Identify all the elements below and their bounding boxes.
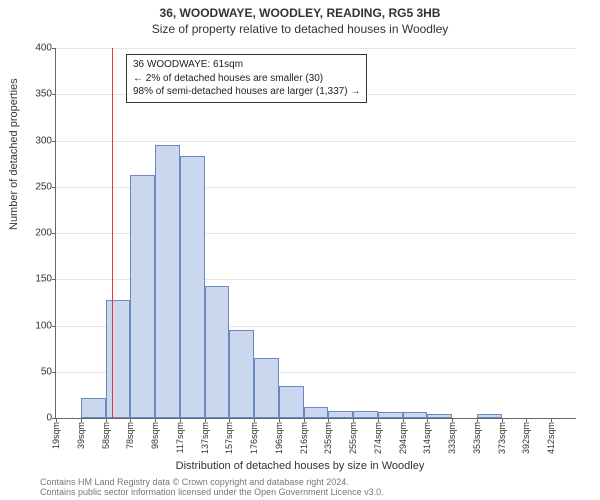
histogram-bar xyxy=(205,286,230,418)
ytick-mark xyxy=(52,279,56,280)
ytick-label: 100 xyxy=(35,320,52,331)
annotation-line1: 36 WOODWAYE: 61sqm xyxy=(133,58,360,72)
histogram-bar xyxy=(427,414,452,418)
xtick-label: 412sqm xyxy=(546,422,556,454)
ytick-label: 50 xyxy=(41,366,52,377)
ytick-label: 400 xyxy=(35,43,52,54)
xtick-label: 176sqm xyxy=(249,422,259,454)
xtick-label: 19sqm xyxy=(51,422,61,449)
xtick-label: 353sqm xyxy=(472,422,482,454)
xtick-label: 216sqm xyxy=(299,422,309,454)
histogram-bar xyxy=(155,145,180,418)
histogram-chart: 05010015020025030035040019sqm39sqm58sqm7… xyxy=(55,48,576,419)
footer-line1: Contains HM Land Registry data © Crown c… xyxy=(40,477,349,487)
xtick-label: 78sqm xyxy=(125,422,135,449)
xtick-label: 333sqm xyxy=(447,422,457,454)
gridline xyxy=(56,141,576,142)
xtick-label: 255sqm xyxy=(348,422,358,454)
histogram-bar xyxy=(353,411,378,418)
xtick-label: 58sqm xyxy=(101,422,111,449)
histogram-bar xyxy=(81,398,106,418)
ytick-mark xyxy=(52,187,56,188)
histogram-bar xyxy=(130,175,155,418)
xtick-label: 157sqm xyxy=(224,422,234,454)
xtick-label: 294sqm xyxy=(398,422,408,454)
histogram-bar xyxy=(180,156,205,418)
histogram-bar xyxy=(279,386,304,418)
histogram-bar xyxy=(254,358,279,418)
chart-title-sub: Size of property relative to detached ho… xyxy=(0,20,600,36)
xtick-label: 117sqm xyxy=(175,422,185,453)
histogram-bar xyxy=(328,411,353,418)
annotation-line2: ← 2% of detached houses are smaller (30) xyxy=(133,72,360,86)
gridline xyxy=(56,48,576,49)
histogram-bar xyxy=(378,412,403,418)
xtick-label: 373sqm xyxy=(497,422,507,454)
y-axis-label: Number of detached properties xyxy=(8,78,20,230)
x-axis-label: Distribution of detached houses by size … xyxy=(0,460,600,472)
marker-line xyxy=(112,48,113,418)
ytick-label: 150 xyxy=(35,274,52,285)
ytick-label: 350 xyxy=(35,89,52,100)
xtick-label: 235sqm xyxy=(323,422,333,454)
footer-attribution: Contains HM Land Registry data © Crown c… xyxy=(40,478,384,498)
histogram-bar xyxy=(229,330,254,418)
histogram-bar xyxy=(106,300,131,418)
ytick-label: 250 xyxy=(35,181,52,192)
ytick-mark xyxy=(52,94,56,95)
xtick-label: 137sqm xyxy=(200,422,210,454)
histogram-bar xyxy=(304,407,329,418)
annotation-line3: 98% of semi-detached houses are larger (… xyxy=(133,85,360,99)
xtick-label: 98sqm xyxy=(150,422,160,449)
xtick-label: 392sqm xyxy=(521,422,531,454)
xtick-label: 314sqm xyxy=(422,422,432,454)
xtick-label: 196sqm xyxy=(274,422,284,454)
histogram-bar xyxy=(477,414,502,418)
xtick-label: 274sqm xyxy=(373,422,383,454)
ytick-mark xyxy=(52,141,56,142)
ytick-mark xyxy=(52,233,56,234)
chart-title-main: 36, WOODWAYE, WOODLEY, READING, RG5 3HB xyxy=(0,0,600,20)
ytick-mark xyxy=(52,372,56,373)
footer-line2: Contains public sector information licen… xyxy=(40,487,384,497)
ytick-label: 200 xyxy=(35,228,52,239)
ytick-mark xyxy=(52,48,56,49)
xtick-label: 39sqm xyxy=(76,422,86,449)
histogram-bar xyxy=(403,412,428,418)
ytick-mark xyxy=(52,326,56,327)
annotation-box: 36 WOODWAYE: 61sqm← 2% of detached house… xyxy=(126,54,367,103)
ytick-label: 300 xyxy=(35,135,52,146)
